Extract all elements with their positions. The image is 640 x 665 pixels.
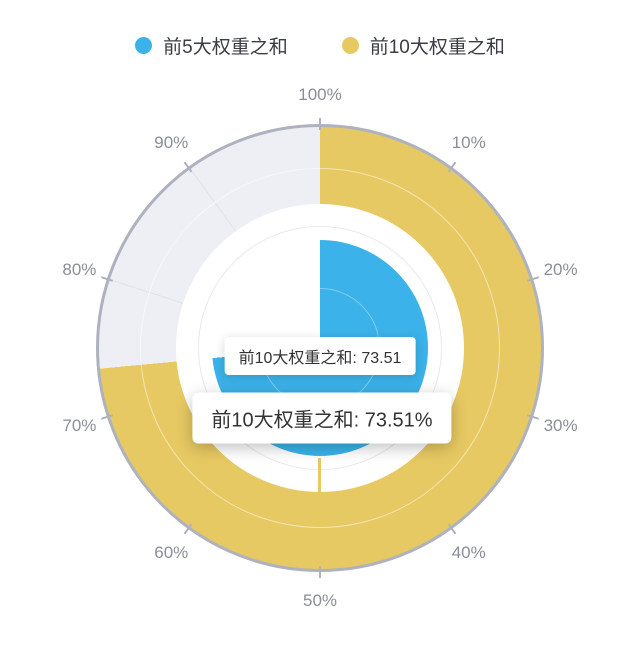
axis-tick-label: 70% <box>62 416 97 436</box>
legend-item-top10[interactable]: 前10大权重之和 <box>341 32 505 59</box>
legend-item-top5[interactable]: 前5大权重之和 <box>135 32 288 59</box>
axis-tick-icon <box>319 566 321 578</box>
tooltip-pinned: 前10大权重之和: 73.51% <box>192 392 452 444</box>
axis-tick-label: 10% <box>451 133 486 153</box>
axis-tick-icon <box>319 118 321 130</box>
axis-tick-label: 40% <box>451 542 486 562</box>
legend-label-top5: 前5大权重之和 <box>163 37 288 58</box>
legend-label-top10: 前10大权重之和 <box>369 37 505 58</box>
axis-tick-label: 100% <box>298 85 342 104</box>
grid-circle-outer <box>140 168 500 528</box>
tooltip-hover: 前10大权重之和: 73.51 <box>224 337 416 375</box>
pointer-line <box>318 458 321 496</box>
axis-tick-label: 80% <box>62 259 97 279</box>
legend-dot-yellow-icon <box>341 37 359 54</box>
legend-dot-blue-icon <box>135 37 153 54</box>
axis-tick-label: 50% <box>302 591 338 610</box>
axis-tick-label: 20% <box>543 259 578 279</box>
legend: 前5大权重之和 前10大权重之和 <box>0 32 640 59</box>
axis-tick-label: 60% <box>154 542 189 562</box>
axis-tick-label: 30% <box>543 416 578 436</box>
axis-tick-label: 90% <box>154 133 189 153</box>
